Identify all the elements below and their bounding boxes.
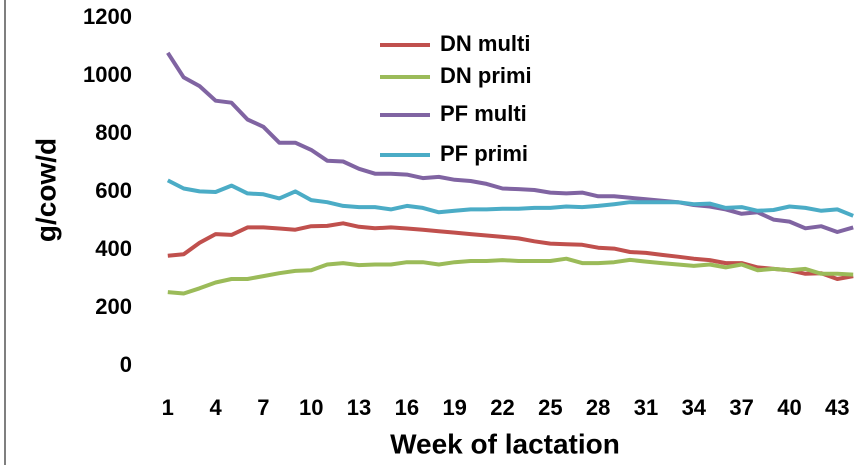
x-tick-label: 19 bbox=[442, 395, 466, 420]
series-line bbox=[166, 178, 854, 218]
x-tick-label: 13 bbox=[347, 395, 371, 420]
x-tick-label: 1 bbox=[162, 395, 174, 420]
x-tick-label: 25 bbox=[538, 395, 562, 420]
x-tick-label: 7 bbox=[257, 395, 269, 420]
y-tick-label: 600 bbox=[95, 178, 132, 203]
x-tick-label: 40 bbox=[777, 395, 801, 420]
legend-label: DN multi bbox=[440, 31, 530, 56]
series-line bbox=[166, 51, 854, 234]
y-axis-title: g/cow/d bbox=[30, 138, 61, 242]
legend-label: PF multi bbox=[440, 101, 527, 126]
x-axis-title: Week of lactation bbox=[390, 428, 620, 459]
series-line bbox=[167, 256, 854, 296]
x-tick-label: 10 bbox=[299, 395, 323, 420]
x-tick-label: 4 bbox=[209, 395, 222, 420]
y-tick-label: 400 bbox=[95, 236, 132, 261]
y-tick-label: 800 bbox=[95, 120, 132, 145]
legend-label: PF primi bbox=[440, 141, 528, 166]
y-tick-label: 200 bbox=[95, 294, 132, 319]
x-tick-label: 16 bbox=[395, 395, 419, 420]
y-tick-label: 0 bbox=[120, 352, 132, 377]
x-tick-label: 43 bbox=[825, 395, 849, 420]
y-tick-label: 1200 bbox=[83, 4, 132, 29]
x-tick-label: 22 bbox=[490, 395, 514, 420]
x-tick-label: 31 bbox=[634, 395, 658, 420]
x-tick-label: 28 bbox=[586, 395, 610, 420]
x-tick-label: 37 bbox=[729, 395, 753, 420]
x-tick-label: 34 bbox=[682, 395, 707, 420]
legend-label: DN primi bbox=[440, 63, 532, 88]
y-tick-label: 1000 bbox=[83, 62, 132, 87]
series-line bbox=[167, 221, 854, 281]
